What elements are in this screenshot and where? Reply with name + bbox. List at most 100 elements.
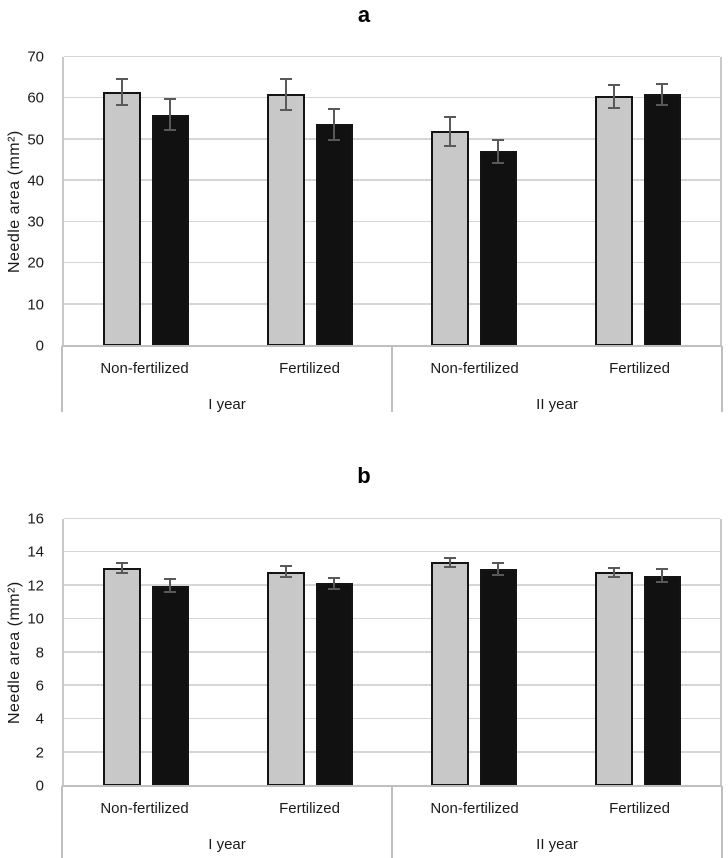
error-bar-line <box>285 77 288 111</box>
category-column <box>228 519 392 786</box>
error-bar-cap-top <box>608 566 621 569</box>
error-bar-cap-top <box>280 77 293 80</box>
gridline <box>64 55 720 57</box>
error-bar-line <box>169 98 172 132</box>
y-tick-label: 4 <box>35 710 44 728</box>
y-tick-label: 30 <box>27 213 44 231</box>
error-bar-cap-top <box>328 107 341 110</box>
gridline <box>64 220 720 223</box>
gray-bars <box>595 572 633 786</box>
group-label: II year <box>536 396 578 413</box>
category-label: Fertilized <box>609 360 670 377</box>
y-tick-label: 10 <box>27 610 44 628</box>
category-label: Non-fertilized <box>100 800 189 817</box>
gridline <box>64 261 720 264</box>
error-bar-cap-top <box>116 78 129 81</box>
error-bar-line <box>497 138 500 164</box>
error-bar <box>164 98 177 132</box>
y-tick-label: 50 <box>27 131 44 149</box>
gridline <box>64 617 720 620</box>
chart-title-b: b <box>357 463 371 488</box>
error-bar-cap-bottom <box>492 161 505 164</box>
error-bar-line <box>121 562 124 575</box>
error-bar-cap-bottom <box>280 108 293 111</box>
bar-groups-layer <box>64 57 720 346</box>
gray-bars <box>431 562 469 786</box>
error-bar <box>328 107 341 141</box>
y-tick-label: 8 <box>35 644 44 661</box>
error-bar <box>608 566 621 579</box>
black-bars <box>315 583 353 786</box>
axis-divider <box>391 346 393 412</box>
error-bar-line <box>613 83 616 109</box>
category-label: Fertilized <box>609 800 670 817</box>
black-bars <box>643 575 681 786</box>
error-bar-cap-bottom <box>164 129 177 132</box>
error-bar-cap-bottom <box>656 103 669 106</box>
error-bar-cap-top <box>164 578 177 581</box>
error-bar <box>492 138 505 164</box>
error-bar-cap-top <box>164 98 177 101</box>
error-bar <box>116 78 129 106</box>
error-bar-line <box>333 576 336 590</box>
gridline <box>64 684 720 686</box>
y-axis-ticks: 0 2 4 6 8 10 12 14 16 <box>0 512 50 794</box>
error-bar-line <box>613 566 616 579</box>
error-bar <box>656 568 669 584</box>
error-bar-line <box>121 78 124 106</box>
gridline <box>64 179 720 181</box>
error-bar-cap-top <box>608 83 621 86</box>
gray-bars <box>431 131 469 346</box>
gridline <box>64 138 720 140</box>
error-bar-cap-bottom <box>608 576 621 579</box>
error-bar-line <box>285 564 288 579</box>
error-bar-cap-top <box>492 138 505 141</box>
gray-bars <box>103 92 141 346</box>
error-bar-line <box>661 568 664 584</box>
axis-divider <box>721 786 723 858</box>
axis-divider <box>61 786 63 858</box>
error-bar <box>164 578 177 594</box>
category-column <box>556 57 720 346</box>
error-bar-cap-top <box>656 82 669 85</box>
category-column <box>556 519 720 786</box>
y-tick-label: 2 <box>35 744 44 762</box>
gray-bars <box>595 96 633 346</box>
plot-area <box>62 517 722 787</box>
chart-panel-a: a Needle area (mm²) 0 10 20 30 40 50 60 70 Non-… <box>6 2 723 413</box>
gridline <box>64 550 720 553</box>
chart-title-a: a <box>357 2 371 27</box>
axis-divider <box>61 346 63 412</box>
axis-divider <box>391 786 393 858</box>
error-bar-cap-top <box>444 115 457 118</box>
y-tick-label: 6 <box>35 677 44 695</box>
gray-bars <box>103 568 141 786</box>
error-bar <box>328 576 341 590</box>
error-bar-cap-bottom <box>280 576 293 579</box>
error-bar-cap-bottom <box>444 566 457 569</box>
gridline <box>64 651 720 653</box>
x-axis-labels: Non-fertilized Fertilized Non-fertilized Fe… <box>61 786 723 858</box>
error-bar-cap-bottom <box>656 581 669 584</box>
error-bar-cap-bottom <box>164 591 177 594</box>
y-tick-label: 0 <box>35 777 44 795</box>
group-label: II year <box>536 836 578 853</box>
error-bar-cap-bottom <box>492 573 505 576</box>
error-bar <box>116 562 129 575</box>
gridline <box>64 717 720 720</box>
category-column <box>64 519 228 786</box>
category-label: Non-fertilized <box>430 360 519 377</box>
black-bars <box>479 151 517 346</box>
error-bar-cap-bottom <box>444 145 457 148</box>
gridline <box>64 96 720 99</box>
category-label: Non-fertilized <box>100 360 189 377</box>
black-bars <box>479 569 517 786</box>
error-bar-cap-bottom <box>608 106 621 109</box>
category-label: Fertilized <box>279 800 340 817</box>
error-bar <box>656 82 669 106</box>
chart-panel-b: b Needle area (mm²) 0 2 4 6 8 10 12 14 16 Non-fe… <box>0 430 728 858</box>
error-bar-cap-top <box>492 562 505 565</box>
black-bars <box>151 585 189 786</box>
category-column <box>64 57 228 346</box>
